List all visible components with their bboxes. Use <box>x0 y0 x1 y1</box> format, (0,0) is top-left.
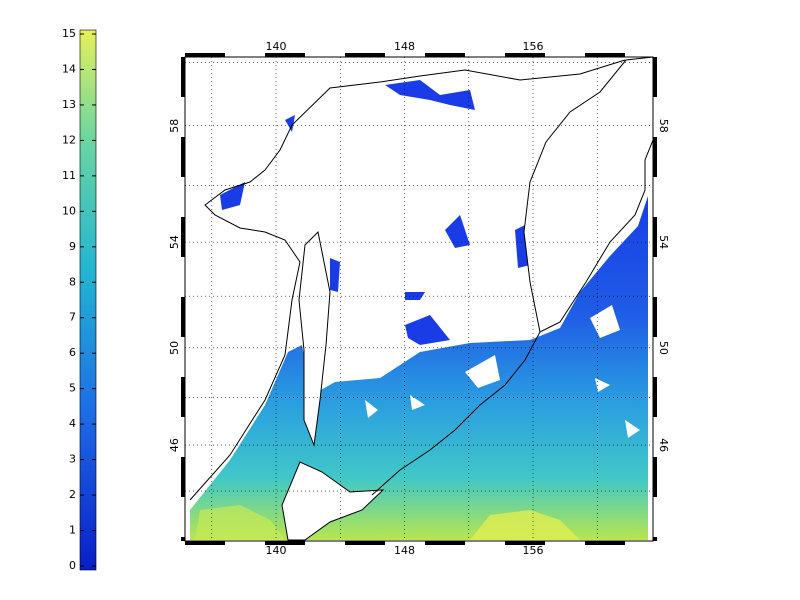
colorbar-label: 1 <box>69 524 76 537</box>
y-tick-label: 58 <box>168 119 181 133</box>
y-tick-label: 50 <box>657 341 670 355</box>
sea-field <box>190 196 648 540</box>
colorbar-label: 15 <box>62 27 76 40</box>
y-tick-label: 58 <box>657 119 670 133</box>
island-chain <box>371 331 541 496</box>
colorbar-label: 10 <box>62 204 76 217</box>
x-tick-label: 148 <box>394 544 415 557</box>
map-data <box>189 57 653 541</box>
colorbar-label: 12 <box>62 133 76 146</box>
colorbar-label: 4 <box>69 417 76 430</box>
coastline <box>189 59 626 501</box>
y-tick-label: 46 <box>168 438 181 452</box>
y-tick-label: 54 <box>657 235 670 249</box>
frame-bars <box>181 53 657 545</box>
graticule <box>185 57 653 541</box>
y-tick-label: 54 <box>168 235 181 249</box>
map-labels: 140 140 148 148 156 156 46 46 50 50 54 54 58 58 <box>168 40 670 557</box>
colorbar-label: 5 <box>69 382 76 395</box>
warm-patch <box>195 505 285 540</box>
x-tick-label: 140 <box>266 544 287 557</box>
colorbar-label: 3 <box>69 453 76 466</box>
colorbar <box>79 29 97 571</box>
colorbar-label: 2 <box>69 488 76 501</box>
y-tick-label: 50 <box>168 341 181 355</box>
colorbar-label: 7 <box>69 311 76 324</box>
colorbar-label: 8 <box>69 275 76 288</box>
x-tick-label: 156 <box>523 40 544 53</box>
colorbar-label: 13 <box>62 98 76 111</box>
colorbar-label: 14 <box>62 62 76 75</box>
x-tick-label: 140 <box>266 40 287 53</box>
colorbar-label: 0 <box>69 559 76 572</box>
y-tick-label: 46 <box>657 438 670 452</box>
warm-patch <box>470 510 580 540</box>
x-tick-label: 156 <box>523 544 544 557</box>
colorbar-label: 9 <box>69 240 76 253</box>
x-tick-label: 148 <box>394 40 415 53</box>
land <box>281 461 385 541</box>
land <box>298 230 331 447</box>
colorbar-label: 6 <box>69 346 76 359</box>
colorbar-label: 11 <box>62 169 76 182</box>
